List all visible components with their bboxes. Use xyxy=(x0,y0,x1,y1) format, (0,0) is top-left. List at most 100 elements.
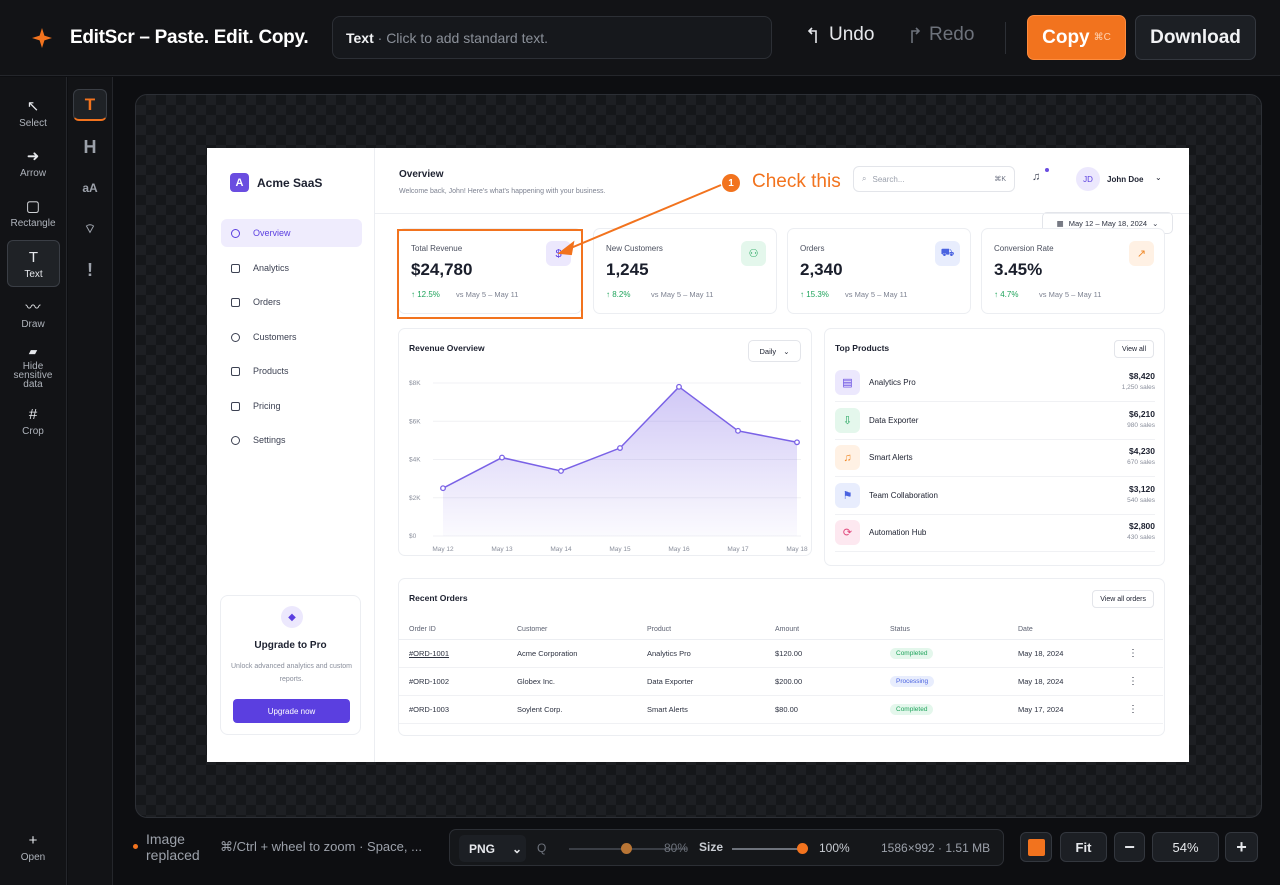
redo-button[interactable]: Redo xyxy=(907,24,974,46)
x-tick-label: May 15 xyxy=(609,546,631,553)
revenue-point xyxy=(499,454,505,461)
tool-hint-box: Text · Click to add standard text. xyxy=(332,16,772,59)
nav-item-products: Products xyxy=(221,357,362,385)
tool-label: Hide sensitive data xyxy=(13,361,53,390)
upgrade-title: Upgrade to Pro xyxy=(254,640,327,651)
column-header-actions xyxy=(1128,621,1163,640)
text-style-case[interactable]: aA xyxy=(82,181,98,195)
chevron-down-icon: ⌄ xyxy=(512,841,523,856)
order-amount: $120.00 xyxy=(775,639,890,668)
kpi-card-customers: New Customers 1,245 ↑ 8.2% vs May 5 – Ma… xyxy=(593,228,777,314)
tool-label: Select xyxy=(19,118,47,129)
product-amount: $6,210 xyxy=(1129,408,1155,419)
dashboard-search: ⌕ Search... ⌘K xyxy=(853,166,1015,192)
x-tick-label: May 12 xyxy=(432,546,454,553)
tool-rectangle[interactable]: ▢ Rectangle xyxy=(5,198,61,229)
upgrade-button: Upgrade now xyxy=(233,699,350,723)
zoom-level[interactable]: 54% xyxy=(1152,832,1219,862)
nav-label: Customers xyxy=(253,332,297,342)
kpi-card-orders: Orders 2,340 ↑ 15.3% vs May 5 – May 11 ⛟ xyxy=(787,228,971,314)
chevron-down-icon: ⌄ xyxy=(1152,218,1159,228)
product-row: ▤ Analytics Pro $8,420 1,250 sales xyxy=(835,365,1155,402)
tool-draw[interactable]: 〰 Draw xyxy=(5,299,61,330)
hint-mode: Text xyxy=(346,29,374,46)
search-icon: ⌕ xyxy=(862,174,867,183)
trend-up-icon: ↗ xyxy=(1129,241,1154,266)
text-style-standard[interactable]: T xyxy=(73,89,107,121)
tool-arrow[interactable]: ➜ Arrow xyxy=(5,148,61,179)
column-header: Order ID xyxy=(399,621,517,640)
x-tick-label: May 13 xyxy=(491,546,513,553)
order-id: #ORD-1002 xyxy=(399,667,517,696)
nav-label: Orders xyxy=(253,297,281,307)
search-placeholder: Search... xyxy=(872,174,905,184)
app-title: EditScr – Paste. Edit. Copy. xyxy=(70,27,309,48)
column-header: Status xyxy=(890,621,1018,640)
zoom-out-button[interactable]: − xyxy=(1114,832,1145,862)
quality-slider-handle[interactable] xyxy=(621,843,632,854)
annotation-rectangle[interactable] xyxy=(397,229,583,319)
header-divider xyxy=(375,213,1189,214)
date-range-label: May 12 – May 18, 2024 xyxy=(1068,218,1148,228)
tool-text[interactable]: T Text xyxy=(7,240,60,287)
annotation-text[interactable]: Check this xyxy=(752,171,841,192)
kpi-label: New Customers xyxy=(606,244,663,253)
product-amount: $2,800 xyxy=(1129,521,1155,531)
image-dimensions: 1586×992 · 1.51 MB xyxy=(881,841,991,855)
product-name: Automation Hub xyxy=(869,528,927,537)
avatar: JD xyxy=(1076,167,1100,191)
order-status-cell: Processing xyxy=(890,667,1018,696)
copy-button[interactable]: Copy ⌘C xyxy=(1027,15,1126,60)
cart-icon: ⛟ xyxy=(935,241,960,266)
nav-item-orders: Orders xyxy=(221,288,362,316)
tool-hide-sensitive[interactable]: ▰ Hide sensitive data xyxy=(5,345,61,390)
tool-crop[interactable]: # Crop xyxy=(5,406,61,437)
zoom-in-button[interactable]: + xyxy=(1225,832,1258,862)
upgrade-card: ◆ Upgrade to Pro Unlock advanced analyti… xyxy=(220,595,361,735)
kpi-compare: vs May 5 – May 11 xyxy=(651,290,714,299)
order-status-cell: Completed xyxy=(890,639,1018,668)
period-select: Daily ⌄ xyxy=(748,340,801,362)
pasted-screenshot[interactable]: A Acme SaaS Overview Analytics Orders Cu… xyxy=(207,148,1189,762)
plus-icon: + xyxy=(28,832,38,849)
nav-item-analytics: Analytics xyxy=(221,254,362,282)
size-slider[interactable] xyxy=(732,848,802,850)
price-tag-icon xyxy=(231,401,240,411)
text-style-callout[interactable]: ⌔ xyxy=(83,221,97,236)
gear-icon xyxy=(231,435,240,445)
more-icon: ⋮ xyxy=(1128,695,1163,724)
product-amount: $4,230 xyxy=(1129,446,1155,456)
nav-label: Pricing xyxy=(253,401,281,411)
quality-label: Q xyxy=(537,841,547,855)
color-picker[interactable] xyxy=(1020,832,1052,862)
more-icon: ⋮ xyxy=(1128,667,1163,696)
status-text: Image replaced xyxy=(146,831,200,863)
open-button[interactable]: + Open xyxy=(5,832,61,863)
page-subtitle: Welcome back, John! Here's what's happen… xyxy=(399,188,606,195)
bottom-bar: Image replaced ⌘/Ctrl + wheel to zoom · … xyxy=(113,820,1280,885)
rectangle-icon: ▢ xyxy=(25,198,41,215)
annotation-step-badge[interactable]: 1 xyxy=(722,174,740,192)
cursor-icon: ↖ xyxy=(26,98,40,115)
size-slider-handle[interactable] xyxy=(797,843,808,854)
search-shortcut: ⌘K xyxy=(994,176,1006,183)
text-style-alert[interactable]: ! xyxy=(87,259,93,280)
fit-button[interactable]: Fit xyxy=(1060,832,1107,862)
text-style-heading[interactable]: H xyxy=(83,136,97,157)
undo-button[interactable]: Undo xyxy=(807,24,874,46)
kpi-label: Conversion Rate xyxy=(994,244,1054,253)
orders-icon xyxy=(231,297,240,307)
redact-icon: ▰ xyxy=(28,346,38,358)
x-tick-label: May 14 xyxy=(550,546,572,553)
download-button[interactable]: Download xyxy=(1135,15,1256,60)
format-select[interactable]: PNG ⌄ xyxy=(459,835,526,862)
zoom-hint: ⌘/Ctrl + wheel to zoom · Space, ... xyxy=(220,839,422,854)
color-swatch xyxy=(1027,838,1045,856)
y-tick-label: $6K xyxy=(409,418,421,425)
tool-label: Open xyxy=(20,852,46,863)
tool-select[interactable]: ↖ Select xyxy=(5,98,61,129)
order-date: May 18, 2024 xyxy=(1018,639,1128,668)
download-icon: ⇩ xyxy=(835,407,860,433)
draw-icon: 〰 xyxy=(25,299,41,316)
orders-title: Recent Orders xyxy=(409,593,468,603)
